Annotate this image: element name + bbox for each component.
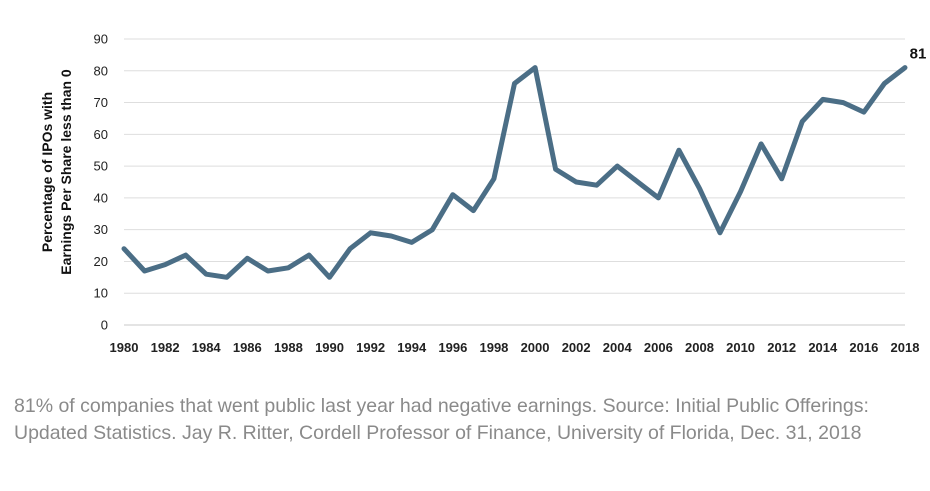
x-tick-label: 2004 <box>603 340 633 355</box>
data-point <box>656 195 661 200</box>
x-tick-label: 1988 <box>274 340 303 355</box>
data-point <box>882 81 887 86</box>
data-point <box>183 253 188 258</box>
data-point <box>348 246 353 251</box>
x-tick-label: 1984 <box>192 340 222 355</box>
series-line <box>121 65 908 280</box>
data-point <box>861 110 866 115</box>
x-tick-label: 2014 <box>808 340 838 355</box>
data-point <box>245 256 250 261</box>
x-tick-label: 2008 <box>685 340 714 355</box>
x-tick-label: 2000 <box>521 340 550 355</box>
x-axis-ticks: 1980 1982 1984 1986 1988 1990 1992 1994 1996 1998… <box>110 340 920 355</box>
data-point <box>512 81 517 86</box>
data-point <box>738 189 743 194</box>
data-point <box>306 253 311 258</box>
data-point <box>841 100 846 105</box>
y-tick-label: 40 <box>94 190 108 205</box>
y-axis-label-line: Earnings Per Share less than 0 <box>58 69 74 275</box>
data-point <box>122 246 127 251</box>
y-tick-label: 0 <box>101 318 108 333</box>
y-tick-label: 50 <box>94 159 108 174</box>
data-point <box>718 230 723 235</box>
x-tick-label: 2006 <box>644 340 673 355</box>
x-tick-label: 1996 <box>438 340 467 355</box>
data-label: 81 <box>910 46 927 63</box>
data-point <box>676 148 681 153</box>
y-axis-label: Percentage of IPOs with Earnings Per Shar… <box>39 69 74 275</box>
data-point <box>574 180 579 185</box>
data-point <box>759 141 764 146</box>
data-point <box>820 97 825 102</box>
x-tick-label: 2016 <box>849 340 878 355</box>
series-line-path <box>121 65 908 280</box>
x-tick-label: 2010 <box>726 340 755 355</box>
y-tick-label: 70 <box>94 95 108 110</box>
x-tick-label: 1980 <box>110 340 139 355</box>
data-labels: 81 <box>910 46 927 63</box>
data-point <box>450 192 455 197</box>
data-point <box>286 265 291 270</box>
data-point <box>327 275 332 280</box>
x-tick-label: 2012 <box>767 340 796 355</box>
data-point <box>903 65 908 70</box>
y-tick-label: 60 <box>94 127 108 142</box>
x-tick-label: 1982 <box>151 340 180 355</box>
x-tick-label: 2002 <box>562 340 591 355</box>
data-point <box>163 262 168 267</box>
y-tick-label: 80 <box>94 63 108 78</box>
data-point <box>779 176 784 181</box>
figure-caption: 81% of companies that went public last y… <box>14 395 869 444</box>
y-axis-label-line: Percentage of IPOs with <box>39 92 55 252</box>
x-tick-label: 1994 <box>397 340 427 355</box>
x-tick-label: 1992 <box>356 340 385 355</box>
data-point <box>594 183 599 188</box>
data-point <box>553 167 558 172</box>
line-chart: 0 10 20 30 40 50 60 70 80 90 1980 1982 1984 1986 1988… <box>39 32 927 356</box>
x-tick-label: 2018 <box>891 340 920 355</box>
y-tick-label: 30 <box>94 222 108 237</box>
x-tick-label: 1998 <box>479 340 508 355</box>
y-axis-ticks: 0 10 20 30 40 50 60 70 80 90 <box>94 32 108 333</box>
data-point <box>389 234 394 239</box>
data-point <box>491 176 496 181</box>
data-point <box>635 180 640 185</box>
data-point <box>697 186 702 191</box>
x-tick-label: 1990 <box>315 340 344 355</box>
data-point <box>430 227 435 232</box>
data-point <box>224 275 229 280</box>
x-tick-label: 1986 <box>233 340 262 355</box>
y-tick-label: 20 <box>94 254 108 269</box>
data-point <box>204 272 209 277</box>
data-point <box>265 268 270 273</box>
data-point <box>615 164 620 169</box>
data-point <box>800 119 805 124</box>
data-point <box>533 65 538 70</box>
data-point <box>368 230 373 235</box>
y-tick-label: 90 <box>94 32 108 47</box>
y-tick-label: 10 <box>94 286 108 301</box>
data-point <box>409 240 414 245</box>
data-point <box>471 208 476 213</box>
data-point <box>142 268 147 273</box>
